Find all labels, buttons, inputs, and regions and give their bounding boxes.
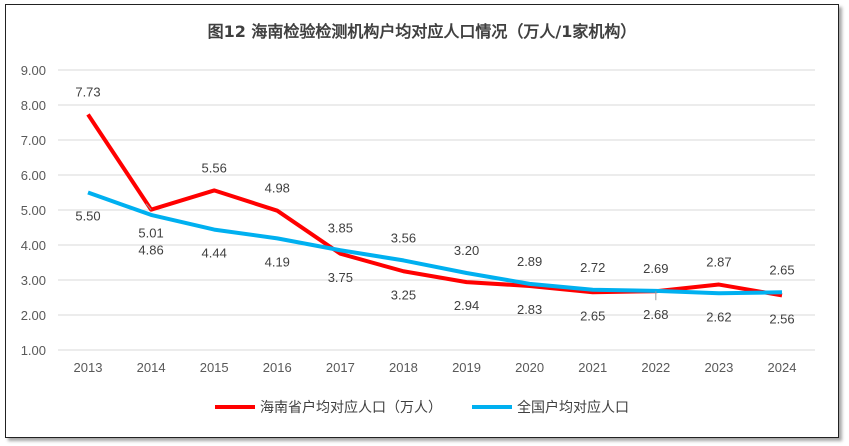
x-tick-label: 2013 (74, 360, 103, 375)
data-label: 5.01 (138, 226, 163, 241)
data-label: 2.72 (580, 260, 605, 275)
data-label: 3.56 (391, 230, 416, 245)
data-label: 2.65 (769, 262, 794, 277)
data-label: 2.89 (517, 254, 542, 269)
legend-label: 海南省户均对应人口（万人） (260, 399, 442, 416)
data-label: 2.65 (580, 308, 605, 323)
data-label: 2.69 (643, 261, 668, 276)
leader-line (145, 203, 152, 210)
y-tick-label: 1.00 (21, 343, 46, 358)
data-label: 3.25 (391, 287, 416, 302)
x-tick-label: 2016 (263, 360, 292, 375)
x-tick-label: 2017 (326, 360, 355, 375)
x-tick-label: 2019 (452, 360, 481, 375)
x-tick-label: 2023 (704, 360, 733, 375)
data-label: 3.85 (328, 220, 353, 235)
data-label: 3.75 (328, 270, 353, 285)
y-tick-label: 6.00 (21, 168, 46, 183)
x-tick-label: 2024 (768, 360, 797, 375)
data-label: 4.98 (265, 181, 290, 196)
data-label: 2.83 (517, 302, 542, 317)
x-tick-label: 2021 (578, 360, 607, 375)
data-label: 2.87 (706, 255, 731, 270)
data-label: 4.44 (202, 246, 227, 261)
data-label: 5.50 (75, 209, 100, 224)
x-tick-label: 2022 (641, 360, 670, 375)
data-label: 3.20 (454, 243, 479, 258)
chart-title: 图12 海南检验检测机构户均对应人口情况（万人/1家机构） (208, 22, 637, 41)
series-line (87, 190, 783, 296)
legend-label: 全国户均对应人口 (517, 399, 629, 416)
x-tick-label: 2020 (515, 360, 544, 375)
chart-frame (5, 4, 839, 438)
data-label: 2.56 (769, 311, 794, 326)
y-tick-label: 3.00 (21, 273, 46, 288)
y-tick-label: 5.00 (21, 203, 46, 218)
y-tick-label: 8.00 (21, 98, 46, 113)
y-tick-label: 2.00 (21, 308, 46, 323)
data-label: 7.73 (75, 84, 100, 99)
y-tick-label: 9.00 (21, 63, 46, 78)
data-label: 2.68 (643, 307, 668, 322)
x-tick-label: 2014 (137, 360, 166, 375)
x-tick-label: 2018 (389, 360, 418, 375)
y-tick-label: 7.00 (21, 133, 46, 148)
y-tick-label: 4.00 (21, 238, 46, 253)
data-label: 2.94 (454, 298, 479, 313)
x-tick-label: 2015 (200, 360, 229, 375)
data-label: 2.62 (706, 309, 731, 324)
data-label: 5.56 (202, 160, 227, 175)
data-label: 4.86 (138, 243, 163, 258)
data-label: 4.19 (265, 254, 290, 269)
